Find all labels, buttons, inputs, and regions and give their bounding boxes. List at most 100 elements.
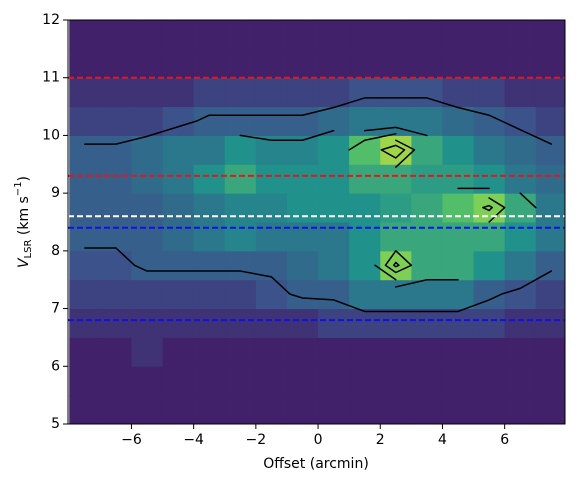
heat-cell — [380, 193, 412, 223]
heat-cell — [349, 193, 381, 223]
heat-cell — [224, 337, 257, 367]
heat-cell — [193, 106, 226, 136]
heat-cell — [318, 366, 350, 396]
heat-cell — [255, 366, 288, 396]
y-tick-label: 12 — [42, 12, 60, 28]
heat-cell — [349, 222, 381, 252]
heat-cell — [162, 193, 195, 223]
heat-cell — [535, 164, 565, 194]
heat-cell — [193, 279, 226, 310]
heat-cell — [318, 250, 350, 281]
heat-cell — [411, 222, 443, 252]
heat-cell — [100, 337, 132, 367]
heat-cell — [255, 164, 288, 194]
heat-cell — [193, 395, 226, 424]
y-tick-label: 5 — [51, 416, 60, 432]
heat-cell — [131, 337, 164, 367]
heat-cell — [535, 48, 565, 79]
heat-cell — [504, 366, 537, 396]
heat-cell — [473, 20, 506, 50]
x-tick-label: −6 — [121, 432, 142, 448]
heat-cell — [193, 222, 226, 252]
x-tick-label: 6 — [500, 432, 509, 448]
heat-cell — [411, 366, 443, 396]
heat-cell — [411, 135, 443, 165]
heat-cell — [504, 20, 537, 50]
heat-cell — [286, 308, 319, 338]
heat-cell — [193, 366, 226, 396]
y-label-part: (km s — [16, 196, 32, 239]
y-tick-label: 9 — [51, 185, 60, 201]
heat-cell — [255, 20, 288, 50]
heat-cell — [131, 395, 164, 424]
heat-cell — [411, 48, 443, 79]
heat-cell — [442, 106, 475, 136]
heat-cell — [224, 366, 257, 396]
heat-cell — [286, 20, 319, 50]
x-axis-label: Offset (arcmin) — [263, 456, 369, 472]
heat-cell — [504, 135, 537, 165]
heat-cell — [69, 395, 101, 424]
contour — [239, 129, 335, 141]
heat-cell — [255, 222, 288, 252]
heat-cell — [349, 279, 381, 310]
heat-cell — [473, 337, 506, 367]
heat-cell — [224, 250, 257, 281]
heat-cell — [442, 135, 475, 165]
heat-cell — [535, 337, 565, 367]
heat-cell — [535, 135, 565, 165]
heat-cell — [255, 48, 288, 79]
heat-cell — [380, 395, 412, 424]
heat-cell — [504, 222, 537, 252]
heat-cell — [162, 135, 195, 165]
y-label-part: LSR — [23, 240, 34, 259]
heat-cell — [535, 308, 565, 338]
y-tick-label: 8 — [51, 243, 60, 259]
heat-cell — [318, 20, 350, 50]
heat-cell — [411, 106, 443, 136]
heat-cell — [535, 395, 565, 424]
heat-cell — [380, 366, 412, 396]
heat-cell — [100, 250, 132, 281]
heat-cell — [224, 106, 257, 136]
heat-cell — [411, 279, 443, 310]
heat-cell — [504, 308, 537, 338]
heat-cell — [286, 193, 319, 223]
heat-cell — [69, 366, 101, 396]
heat-cell — [224, 308, 257, 338]
heat-cell — [473, 135, 506, 165]
heat-cell — [473, 308, 506, 338]
heat-cell — [442, 77, 475, 108]
heat-cell — [69, 222, 101, 252]
heat-cell — [131, 135, 164, 165]
heat-cell — [442, 48, 475, 79]
heat-cell — [380, 77, 412, 108]
heat-cell — [224, 193, 257, 223]
heat-cell — [255, 193, 288, 223]
y-label-part: V — [16, 257, 32, 268]
x-tick-label: 0 — [314, 432, 323, 448]
y-tick-label: 10 — [42, 127, 60, 143]
heat-cell — [318, 395, 350, 424]
contour — [84, 97, 553, 313]
heat-cell — [442, 395, 475, 424]
heat-cell — [349, 366, 381, 396]
heat-cell — [349, 48, 381, 79]
heat-cell — [69, 193, 101, 223]
heat-cell — [380, 164, 412, 194]
heat-cell — [162, 48, 195, 79]
heat-cell — [131, 308, 164, 338]
heat-cell — [535, 366, 565, 396]
heat-cell — [224, 20, 257, 50]
x-tick-label: −2 — [246, 432, 267, 448]
heat-cell — [131, 222, 164, 252]
heat-cell — [286, 77, 319, 108]
heat-cell — [349, 106, 381, 136]
heat-cell — [411, 164, 443, 194]
heat-cell — [69, 77, 101, 108]
heat-cell — [255, 279, 288, 310]
heat-cell — [224, 395, 257, 424]
heat-cell — [411, 250, 443, 281]
contour — [363, 126, 537, 288]
heat-cell — [162, 337, 195, 367]
